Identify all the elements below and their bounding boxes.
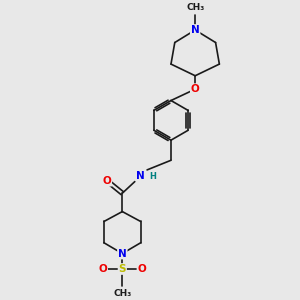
Text: O: O [103,176,111,186]
Text: O: O [98,264,107,274]
Text: H: H [149,172,156,181]
Text: S: S [118,264,126,274]
Text: O: O [137,264,146,274]
Text: CH₃: CH₃ [113,290,131,298]
Text: O: O [191,84,200,94]
Text: N: N [118,248,127,259]
Text: N: N [191,25,200,35]
Text: CH₃: CH₃ [186,3,204,12]
Text: N: N [136,171,145,181]
